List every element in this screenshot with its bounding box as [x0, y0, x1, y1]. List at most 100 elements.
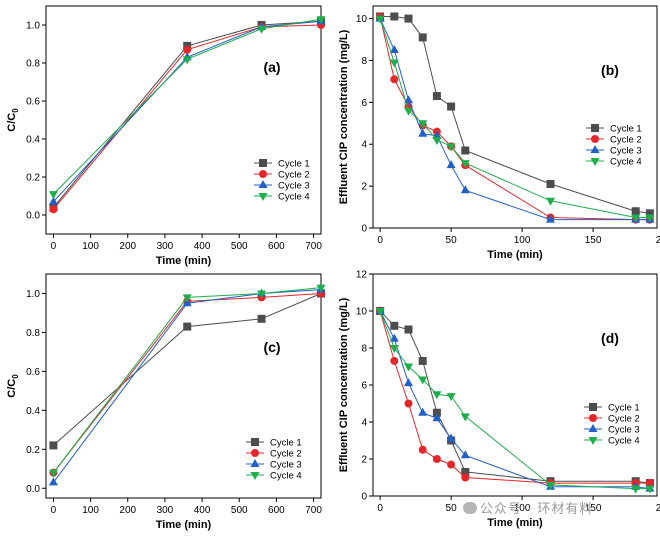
panel-label: (a): [263, 59, 280, 75]
data-point: [182, 294, 192, 303]
data-point: [432, 92, 441, 101]
data-point: [418, 407, 428, 416]
series-cycle-1: [376, 12, 654, 218]
x-axis-label: Time (min): [156, 519, 212, 531]
data-point: [446, 143, 456, 152]
series-line: [379, 310, 650, 484]
chart-panel-d: 0 50 100 150 200 0 2 4 6 8 10 12 Time (min) Effluent …: [338, 270, 660, 530]
legend-label: Cycle 1: [270, 438, 302, 449]
x-tick-label: 300: [157, 505, 174, 516]
data-point: [446, 160, 456, 169]
data-point: [546, 481, 555, 490]
data-point: [432, 408, 441, 417]
series-line: [52, 289, 322, 483]
series-line: [380, 16, 650, 214]
x-tick-label: 200: [656, 235, 660, 246]
series-line: [379, 18, 650, 221]
legend-marker: [591, 124, 599, 132]
x-tick-label: 50: [446, 503, 458, 514]
data-point: [49, 441, 58, 450]
data-point: [418, 376, 428, 385]
series-line: [379, 310, 650, 484]
panel-label: (b): [601, 62, 619, 78]
legend-marker: [250, 459, 260, 467]
wechat-icon: [463, 502, 477, 514]
legend-marker: [589, 403, 597, 411]
panel-label: (d): [601, 330, 619, 346]
data-point: [432, 455, 441, 463]
x-tick-label: 100: [514, 503, 531, 514]
series-cycle-4: [48, 284, 326, 478]
data-point: [446, 393, 456, 402]
legend-label: Cycle 4: [278, 192, 310, 203]
data-point: [183, 322, 192, 331]
panel-label: (c): [263, 339, 280, 355]
x-tick-label: 500: [231, 241, 248, 252]
x-tick-label: 0: [51, 241, 57, 252]
data-point: [461, 146, 470, 155]
watermark-text: 公众号 · 环材有料: [480, 502, 594, 517]
series-cycle-4: [375, 15, 655, 223]
data-point: [631, 214, 641, 223]
data-point: [418, 120, 428, 129]
legend-label: Cycle 1: [278, 159, 310, 170]
data-point: [404, 378, 413, 387]
legend-marker: [251, 449, 259, 457]
data-point: [645, 209, 654, 218]
legend-label: Cycle 3: [608, 425, 640, 436]
data-point: [316, 16, 326, 25]
y-tick-label: 0.4: [26, 406, 40, 417]
y-tick-label: 6: [361, 98, 367, 109]
data-point: [389, 44, 399, 53]
series-line: [379, 310, 650, 490]
series-line: [53, 18, 322, 195]
x-tick-label: 100: [514, 235, 531, 246]
data-point: [404, 95, 413, 104]
data-point: [48, 191, 58, 200]
data-point: [375, 308, 385, 316]
plot-frame: [45, 5, 322, 235]
y-axis-label: Effluent CIP concentration (mg/L): [338, 29, 350, 204]
legend-label: Cycle 4: [608, 436, 640, 447]
data-point: [183, 45, 192, 54]
data-point: [48, 477, 58, 486]
y-tick-label: 0: [361, 492, 367, 503]
y-tick-label: 0.6: [26, 367, 40, 378]
data-point: [432, 391, 442, 400]
legend-marker: [591, 135, 599, 143]
x-tick-label: 0: [51, 505, 57, 516]
data-point: [418, 128, 428, 137]
y-tick-label: 4: [361, 140, 367, 151]
y-tick-label: 6: [361, 381, 367, 392]
series-cycle-2: [376, 12, 654, 224]
x-tick-label: 100: [82, 241, 99, 252]
data-point: [404, 14, 413, 23]
y-tick-label: 2: [361, 455, 367, 466]
series-cycle-4: [375, 308, 655, 494]
x-tick-label: 0: [377, 235, 383, 246]
x-tick-label: 200: [119, 241, 136, 252]
data-point: [316, 284, 326, 293]
x-tick-label: 200: [656, 503, 660, 514]
data-point: [375, 15, 385, 24]
y-tick-label: 4: [361, 418, 367, 429]
chart-panel-c: 0 100 200 300 400 500 600 700 0.0 0.2 0.4 0.6 0.8 1.0…: [6, 273, 326, 531]
x-tick-label: 0: [377, 503, 383, 514]
x-tick-label: 50: [446, 235, 458, 246]
data-point: [389, 333, 399, 342]
data-point: [49, 205, 58, 214]
data-point: [257, 314, 266, 323]
data-point: [418, 33, 427, 42]
y-tick-label: 0.2: [26, 445, 40, 456]
y-axis-label: C/C0: [6, 108, 20, 132]
plot-frame: [45, 273, 322, 499]
x-tick-label: 500: [231, 505, 248, 516]
data-point: [631, 207, 640, 216]
x-tick-label: 100: [82, 505, 99, 516]
y-tick-label: 8: [361, 344, 367, 355]
series-line: [379, 18, 650, 218]
legend-label: Cycle 4: [610, 157, 642, 168]
x-tick-label: 400: [194, 505, 211, 516]
data-point: [390, 321, 399, 330]
